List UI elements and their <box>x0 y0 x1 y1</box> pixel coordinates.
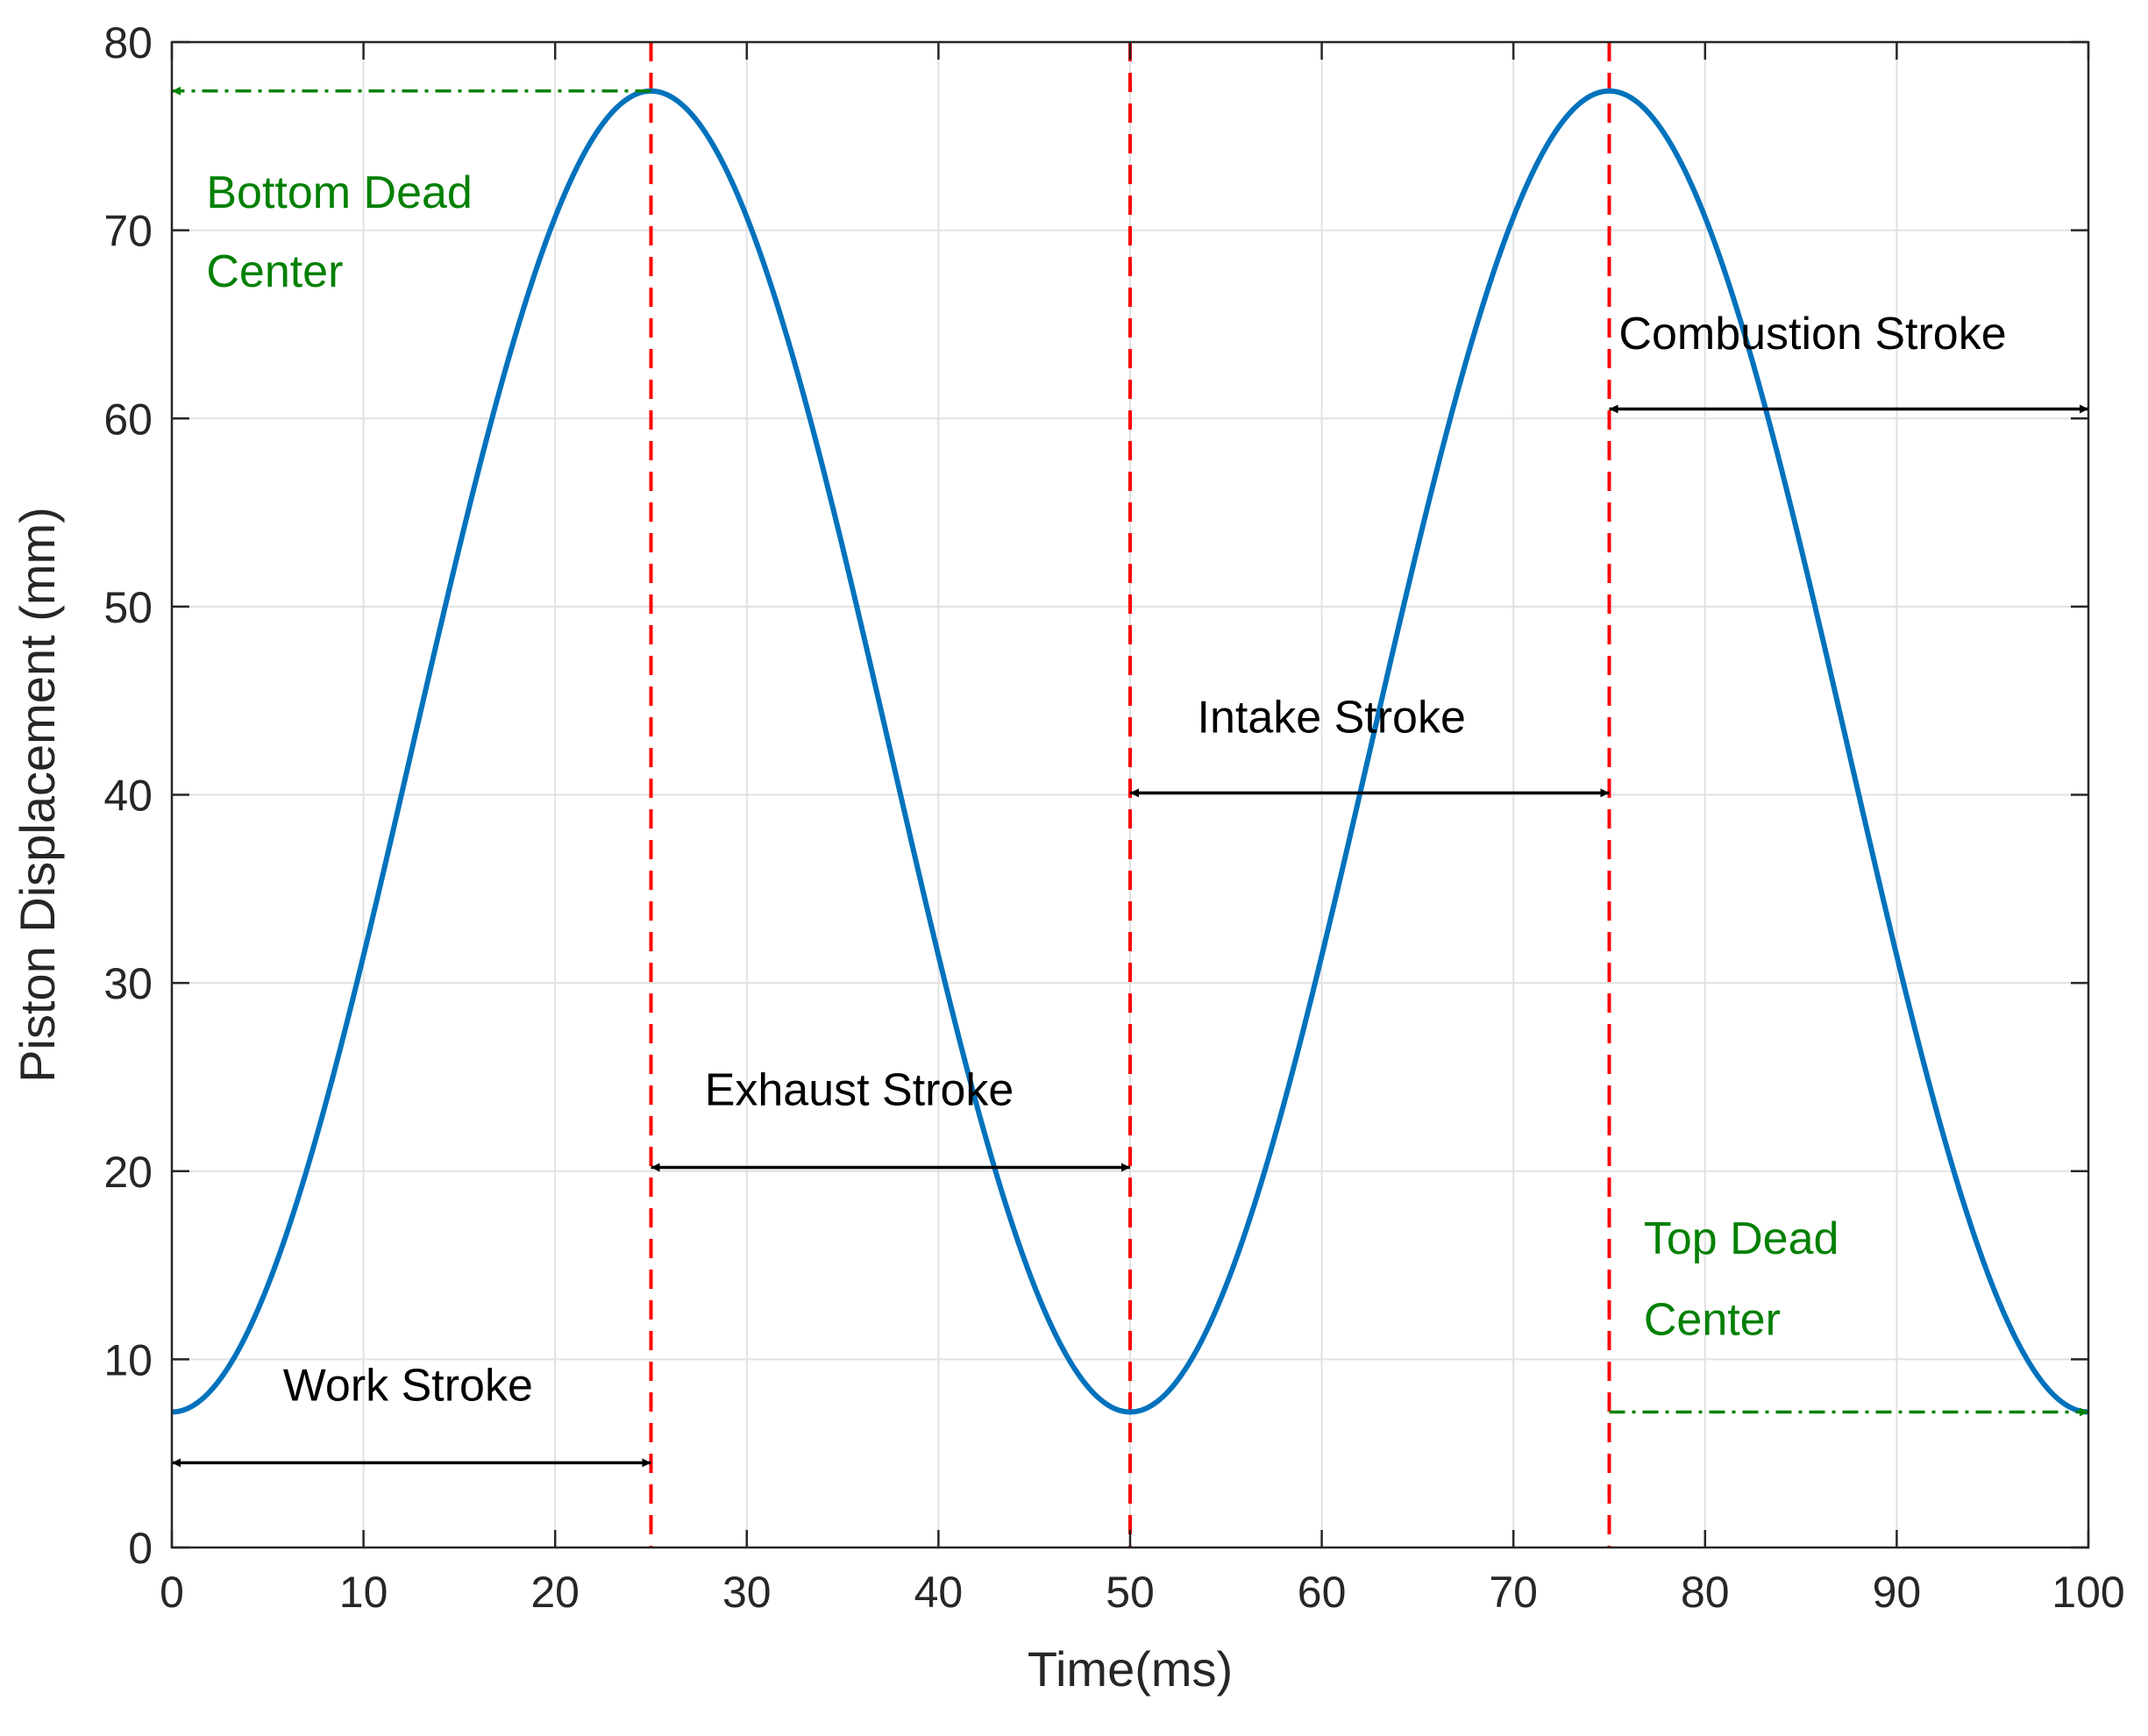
y-tick-label: 70 <box>103 207 153 256</box>
y-tick-label: 10 <box>103 1335 153 1384</box>
x-tick-label: 60 <box>1298 1568 1347 1617</box>
stroke-label: Combustion Stroke <box>1618 309 2006 359</box>
x-tick-label: 80 <box>1681 1568 1730 1617</box>
x-tick-label: 70 <box>1489 1568 1538 1617</box>
x-tick-label: 30 <box>722 1568 772 1617</box>
y-axis-title: Piston Displacement (mm) <box>10 507 65 1083</box>
y-tick-label: 50 <box>103 583 153 632</box>
y-tick-label: 60 <box>103 395 153 444</box>
x-tick-label: 50 <box>1106 1568 1155 1617</box>
dead-center-label: Top Dead <box>1644 1213 1839 1264</box>
ticks: 0 10 20 30 40 50 60 70 80 90 100 0 10 20 30 40 50 60 70 80 <box>103 18 2124 1617</box>
stroke-label: Exhaust Stroke <box>705 1065 1014 1116</box>
dead-center-label: Bottom Dead <box>206 167 473 218</box>
x-tick-label: 0 <box>160 1568 184 1617</box>
displacement-curve <box>171 88 2089 1415</box>
y-tick-label: 80 <box>103 18 153 68</box>
x-tick-label: 100 <box>2052 1568 2124 1617</box>
series-group <box>171 88 2089 1415</box>
y-tick-label: 40 <box>103 772 153 821</box>
x-tick-label: 20 <box>530 1568 580 1617</box>
x-tick-label: 10 <box>339 1568 388 1617</box>
annotations: Work Stroke Exhaust Stroke Intake Stroke Co… <box>172 86 2088 1468</box>
stroke-label: Intake Stroke <box>1198 693 1466 743</box>
x-tick-label: 90 <box>1873 1568 1922 1617</box>
dead-center-label: Center <box>1644 1294 1781 1345</box>
y-tick-label: 0 <box>128 1524 153 1573</box>
y-tick-label: 30 <box>103 959 153 1008</box>
stroke-label: Work Stroke <box>283 1361 533 1412</box>
x-tick-label: 40 <box>914 1568 964 1617</box>
x-axis-title: Time(ms) <box>1028 1641 1233 1697</box>
y-tick-label: 20 <box>103 1148 153 1197</box>
dead-center-label: Center <box>206 246 343 297</box>
